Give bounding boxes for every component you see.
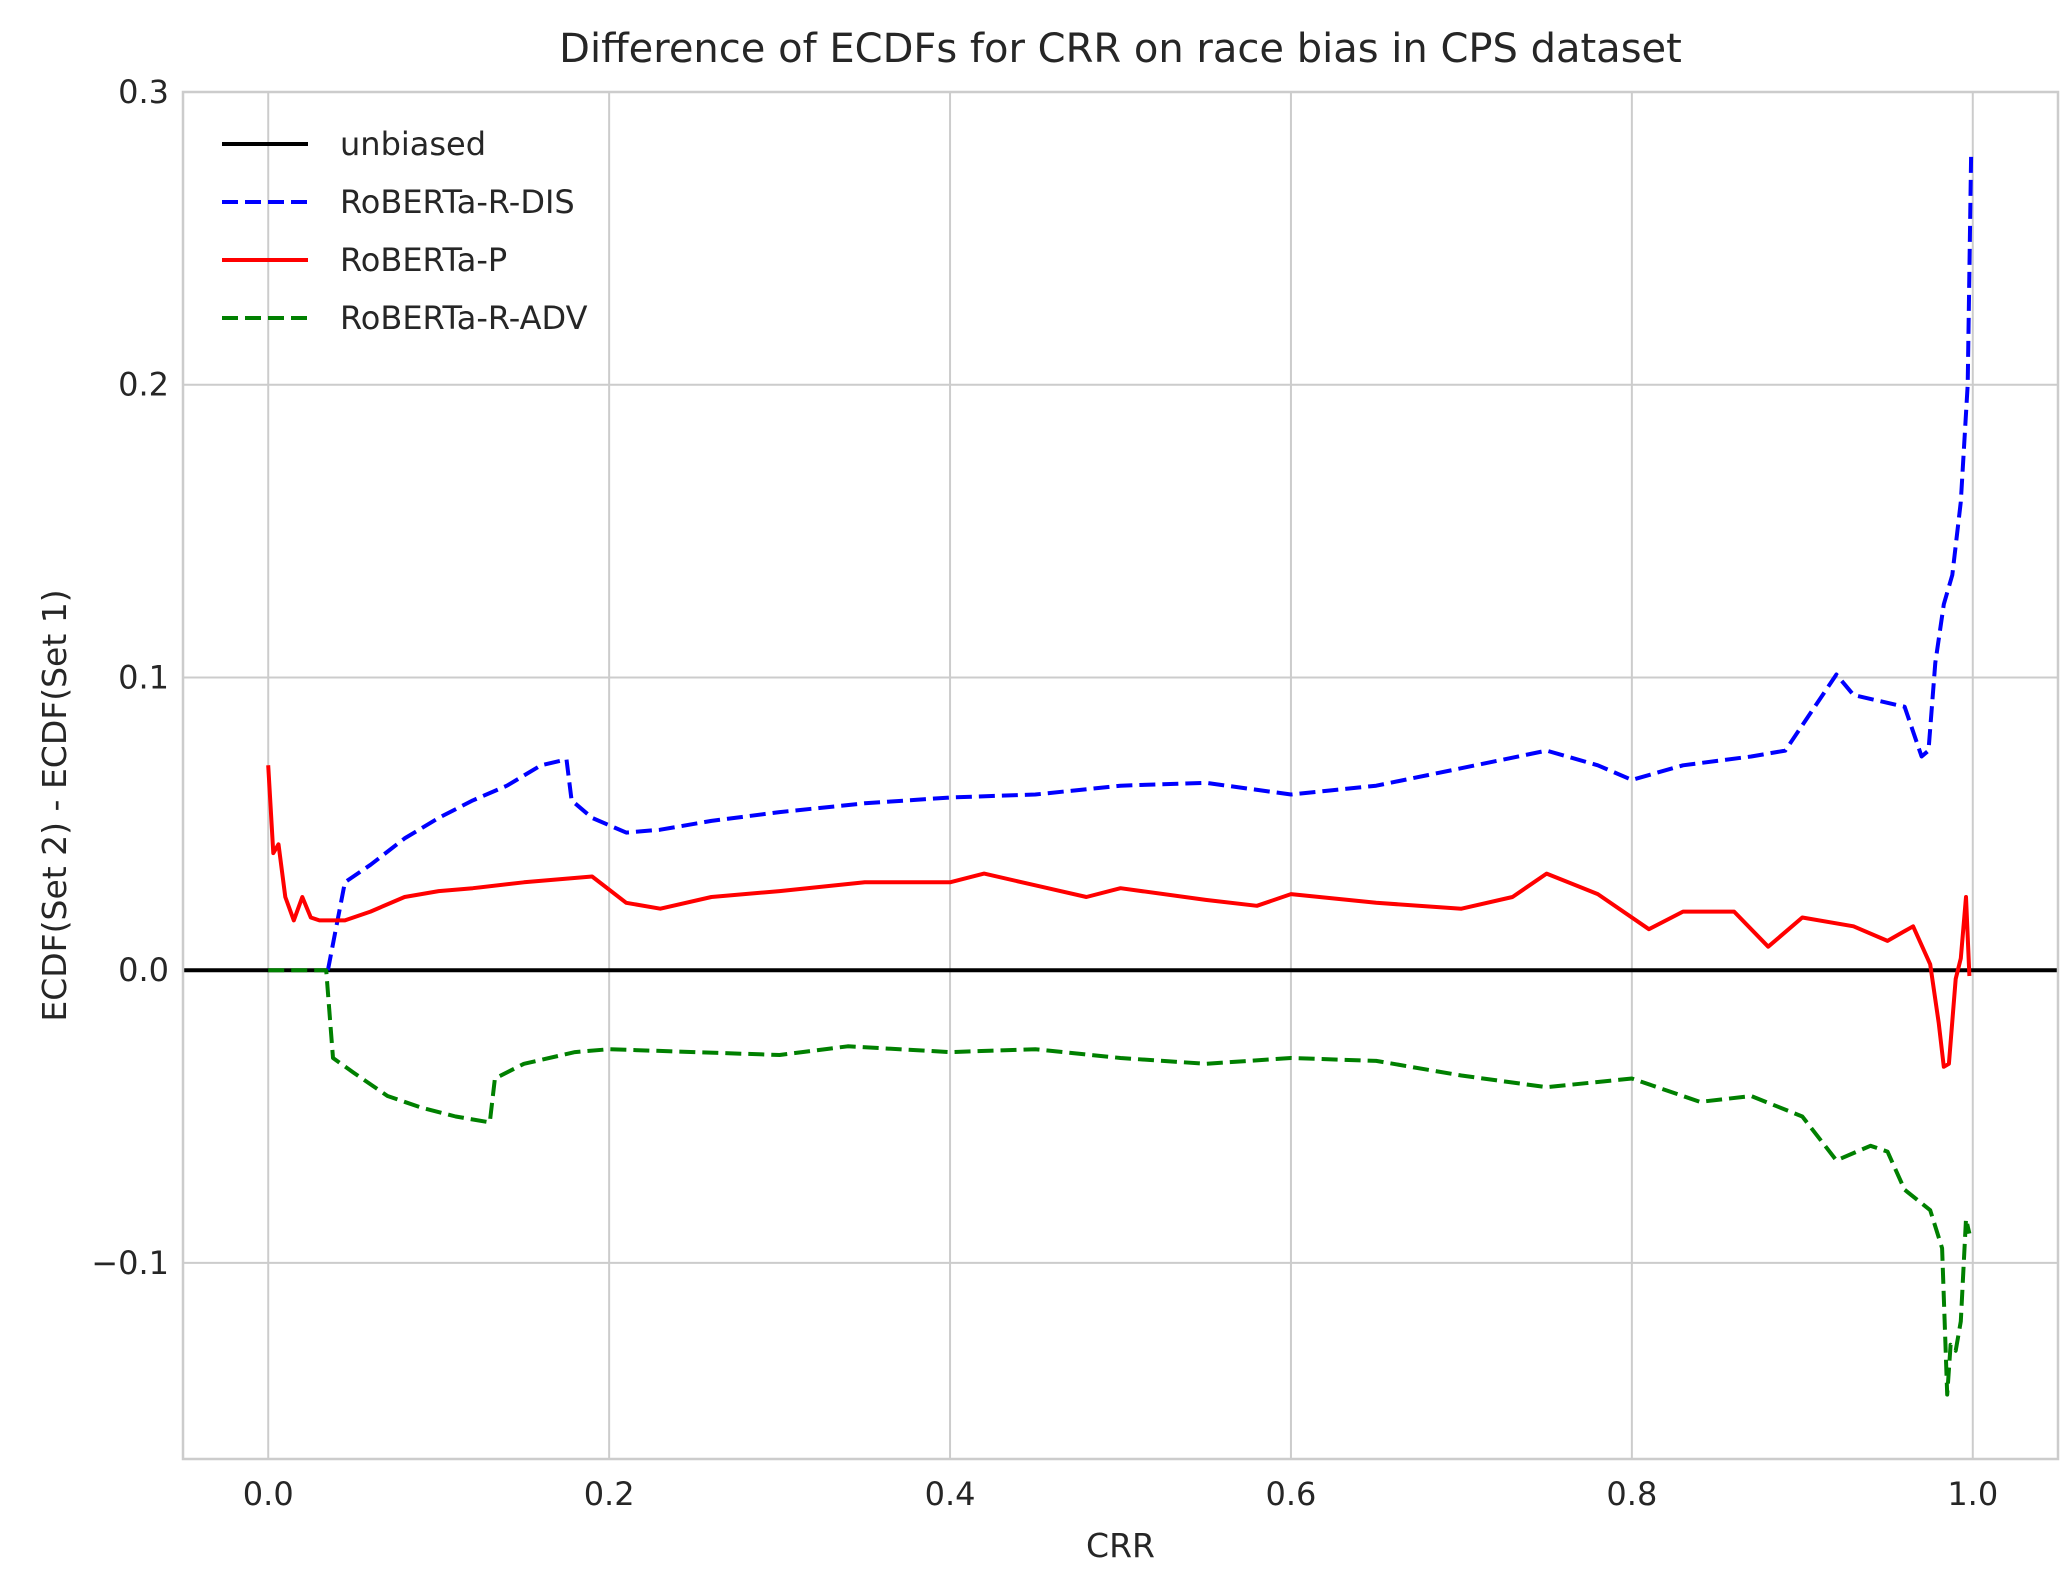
legend-label: unbiased <box>340 125 486 163</box>
legend-label: RoBERTa-P <box>340 241 507 279</box>
x-tick-label: 1.0 <box>1947 1475 1998 1513</box>
x-tick-label: 0.4 <box>925 1475 976 1513</box>
y-tick-label: 0.0 <box>118 951 169 989</box>
x-tick-label: 0.8 <box>1606 1475 1657 1513</box>
chart-title: Difference of ECDFs for CRR on race bias… <box>559 26 1682 72</box>
y-axis-label: ECDF(Set 2) - ECDF(Set 1) <box>35 589 74 1021</box>
y-tick-label: 0.1 <box>118 658 169 696</box>
legend: unbiased RoBERTa-R-DIS RoBERTa-P RoBERTa-R-… <box>222 125 588 337</box>
plot-background <box>183 92 2058 1459</box>
x-tick-label: 0.2 <box>584 1475 635 1513</box>
legend-label: RoBERTa-R-ADV <box>340 299 588 337</box>
y-tick-label: 0.2 <box>118 366 169 404</box>
series-line-roberta-r-adv <box>268 968 1972 1397</box>
series-line-roberta-p <box>266 765 1972 1069</box>
x-tick-label: 0.0 <box>243 1475 294 1513</box>
legend-label: RoBERTa-R-DIS <box>340 183 575 221</box>
series-lines <box>183 156 2058 1397</box>
y-tick-label: −0.1 <box>91 1244 169 1282</box>
x-tick-label: 0.6 <box>1266 1475 1317 1513</box>
y-tick-label: 0.3 <box>118 73 169 111</box>
series-line-roberta-r-dis <box>325 156 1974 971</box>
plot-frame <box>181 90 2060 1461</box>
tick-labels: 0.0 0.2 0.4 0.6 0.8 1.0 −0.1 0.0 0.1 0.2 0.3 <box>91 73 1998 1513</box>
x-axis-label: CRR <box>1086 1526 1155 1565</box>
